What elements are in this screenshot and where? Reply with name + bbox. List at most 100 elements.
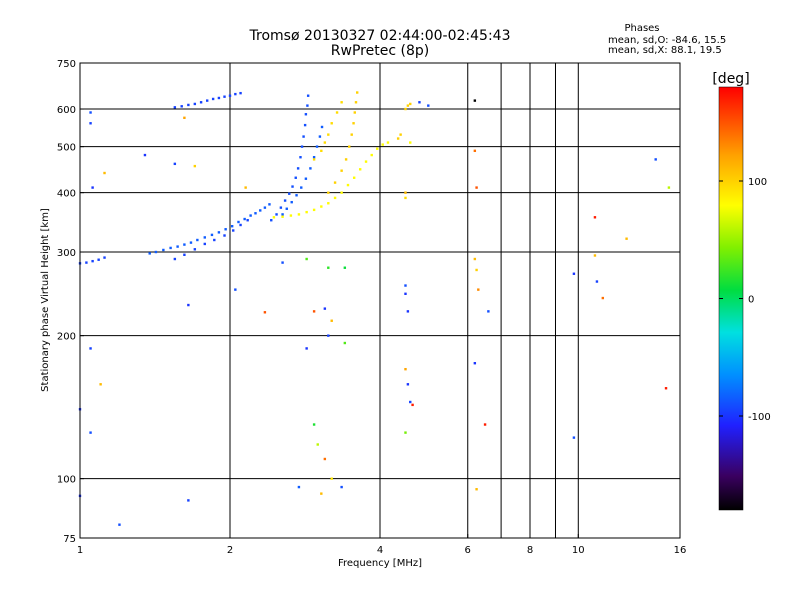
data-point (176, 245, 179, 248)
data-point (327, 202, 330, 205)
data-point (354, 101, 358, 104)
data-point (148, 252, 151, 255)
data-point (358, 168, 362, 171)
data-point (353, 111, 356, 114)
data-point (343, 266, 347, 269)
data-point (593, 254, 597, 257)
y-tick-label: 750 (57, 59, 76, 70)
data-point (327, 266, 330, 269)
data-point (335, 111, 339, 114)
data-point (297, 485, 301, 489)
data-point (473, 257, 477, 261)
data-point (162, 248, 165, 252)
data-point (103, 171, 106, 175)
data-point (404, 191, 407, 194)
data-point (281, 215, 284, 218)
chart-subtitle: RwPretec (8p) (331, 43, 429, 59)
data-point (475, 488, 478, 491)
colorbar-tick-label: 0 (748, 295, 754, 306)
data-point (312, 156, 316, 159)
data-point (259, 209, 262, 212)
data-point (406, 104, 410, 107)
data-point (323, 307, 327, 310)
data-point (340, 191, 343, 194)
data-point (234, 288, 237, 291)
data-point (183, 243, 186, 246)
data-point (304, 113, 308, 116)
data-point (316, 443, 319, 446)
data-point (350, 133, 353, 136)
data-point (327, 191, 330, 194)
data-point (103, 256, 106, 259)
data-point (340, 485, 343, 489)
data-point (327, 133, 330, 136)
data-point (411, 403, 414, 407)
x-tick-label: 1 (77, 545, 83, 556)
data-point (246, 219, 249, 222)
data-point (340, 169, 343, 172)
data-point (210, 233, 214, 237)
x-tick-label: 2 (227, 545, 233, 556)
data-point (228, 94, 232, 97)
x-axis-label: Frequency [MHz] (338, 558, 422, 569)
data-point (303, 123, 307, 127)
data-point (404, 284, 407, 287)
data-point (272, 216, 276, 219)
x-tick-label: 16 (674, 545, 687, 556)
data-point (315, 145, 319, 148)
data-point (340, 101, 343, 104)
data-point (189, 241, 193, 244)
data-point (667, 186, 671, 189)
data-point (404, 107, 407, 111)
data-point (263, 311, 267, 314)
data-point (234, 92, 237, 96)
data-point (275, 213, 278, 216)
data-point (89, 111, 92, 114)
data-point (223, 95, 226, 98)
data-point (305, 210, 308, 214)
data-point (473, 149, 477, 153)
phases-o-stats: mean, sd,O: -84.6, 15.5 (608, 35, 726, 46)
data-point (268, 203, 271, 206)
data-point (487, 310, 490, 313)
data-point (91, 259, 94, 263)
data-point (239, 223, 242, 227)
data-point (295, 194, 298, 197)
data-point (404, 367, 407, 371)
data-point (370, 153, 373, 157)
data-point (154, 250, 158, 254)
data-point (305, 257, 308, 261)
data-point (418, 101, 421, 104)
data-point (97, 258, 100, 261)
data-point (232, 229, 235, 232)
x-axis-ticks: 1 2 4 6 8 10 16 (77, 534, 687, 556)
data-point (223, 234, 226, 237)
data-point (327, 334, 330, 337)
data-point (173, 106, 177, 109)
data-point (355, 91, 359, 94)
data-point (381, 143, 384, 146)
data-point (399, 133, 402, 136)
data-point (299, 156, 302, 159)
data-point (344, 158, 348, 161)
data-point (183, 116, 186, 120)
data-point (320, 492, 323, 495)
data-point (173, 257, 177, 261)
data-point (230, 225, 234, 228)
data-point (169, 246, 172, 250)
data-point (283, 199, 287, 202)
data-point (211, 97, 215, 101)
data-point (263, 206, 267, 209)
data-point (89, 431, 92, 434)
data-point (483, 423, 487, 426)
data-point (348, 145, 351, 148)
data-point (396, 137, 400, 140)
data-point (183, 253, 186, 256)
data-point (85, 261, 88, 264)
data-point (406, 310, 410, 313)
data-point (306, 104, 309, 107)
data-point (312, 158, 316, 161)
x-tick-label: 6 (465, 545, 471, 556)
data-point (180, 105, 183, 108)
data-point (173, 162, 177, 166)
